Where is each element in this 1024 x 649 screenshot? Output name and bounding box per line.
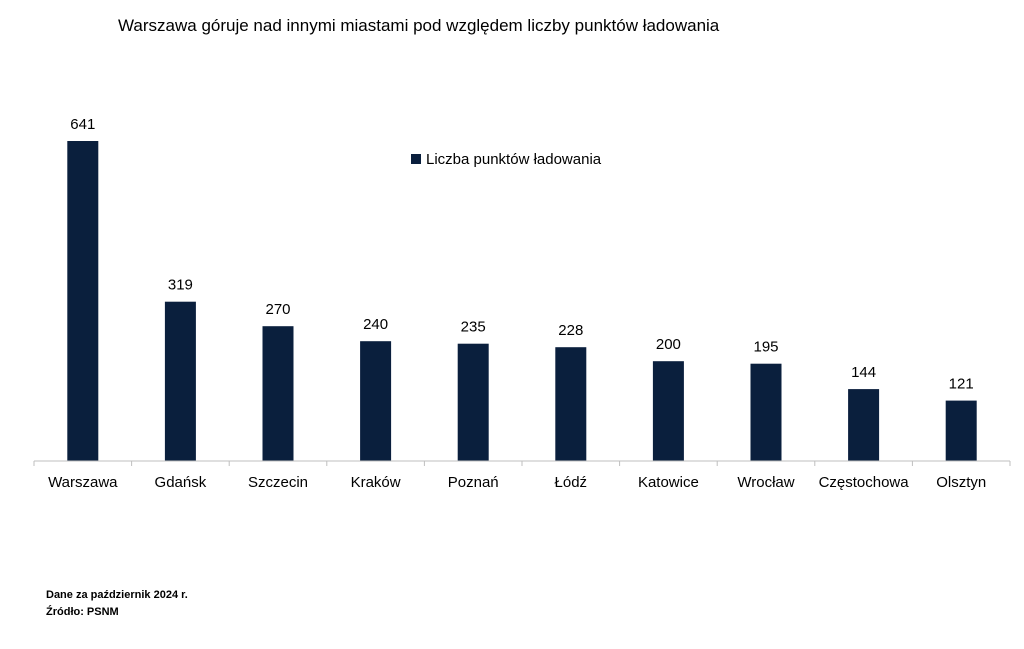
bar-olsztyn [945,400,977,461]
category-labels-group: Warszawa Gdańsk Szczecin Kraków Poznań Łódź Ka… [48,474,986,491]
category-label-poznan: Poznań [448,474,499,491]
category-label-krakow: Kraków [351,474,401,491]
category-label-gdansk: Gdańsk [155,474,207,491]
footnote-data-date: Dane za październik 2024 r. [46,589,188,601]
bar-szczecin [262,326,294,461]
value-label-gdansk: 319 [168,277,193,294]
value-label-szczecin: 270 [265,301,290,318]
value-labels-group: 641 319 270 240 235 228 200 195 144 121 [70,116,973,393]
legend: Liczba punktów ładowania [411,151,602,168]
value-label-czestochowa: 144 [851,364,876,381]
value-label-katowice: 200 [656,336,681,353]
chart-title: Warszawa góruje nad innymi miastami pod … [118,16,720,35]
bar-poznan [457,343,489,461]
category-label-katowice: Katowice [638,474,699,491]
category-label-czestochowa: Częstochowa [819,474,910,491]
legend-swatch [411,154,421,164]
bar-czestochowa [848,389,880,461]
legend-label: Liczba punktów ładowania [426,151,602,168]
bar-gdansk [164,301,196,461]
value-label-wroclaw: 195 [753,339,778,356]
x-axis-ticks [33,461,1011,466]
bar-katowice [652,361,684,461]
category-label-warszawa: Warszawa [48,474,118,491]
category-label-szczecin: Szczecin [248,474,308,491]
category-label-lodz: Łódź [555,474,588,491]
value-label-lodz: 228 [558,322,583,339]
value-label-olsztyn: 121 [949,376,974,393]
category-label-wroclaw: Wrocław [737,474,794,491]
category-label-olsztyn: Olsztyn [936,474,986,491]
bar-lodz [555,347,587,461]
value-label-warszawa: 641 [70,116,95,133]
value-label-poznan: 235 [461,319,486,336]
bar-wroclaw [750,363,782,461]
bars-group [67,141,977,461]
bar-krakow [360,341,392,461]
value-label-krakow: 240 [363,316,388,333]
footnote-source: Źródło: PSNM [46,606,119,618]
bar-warszawa [67,141,99,461]
